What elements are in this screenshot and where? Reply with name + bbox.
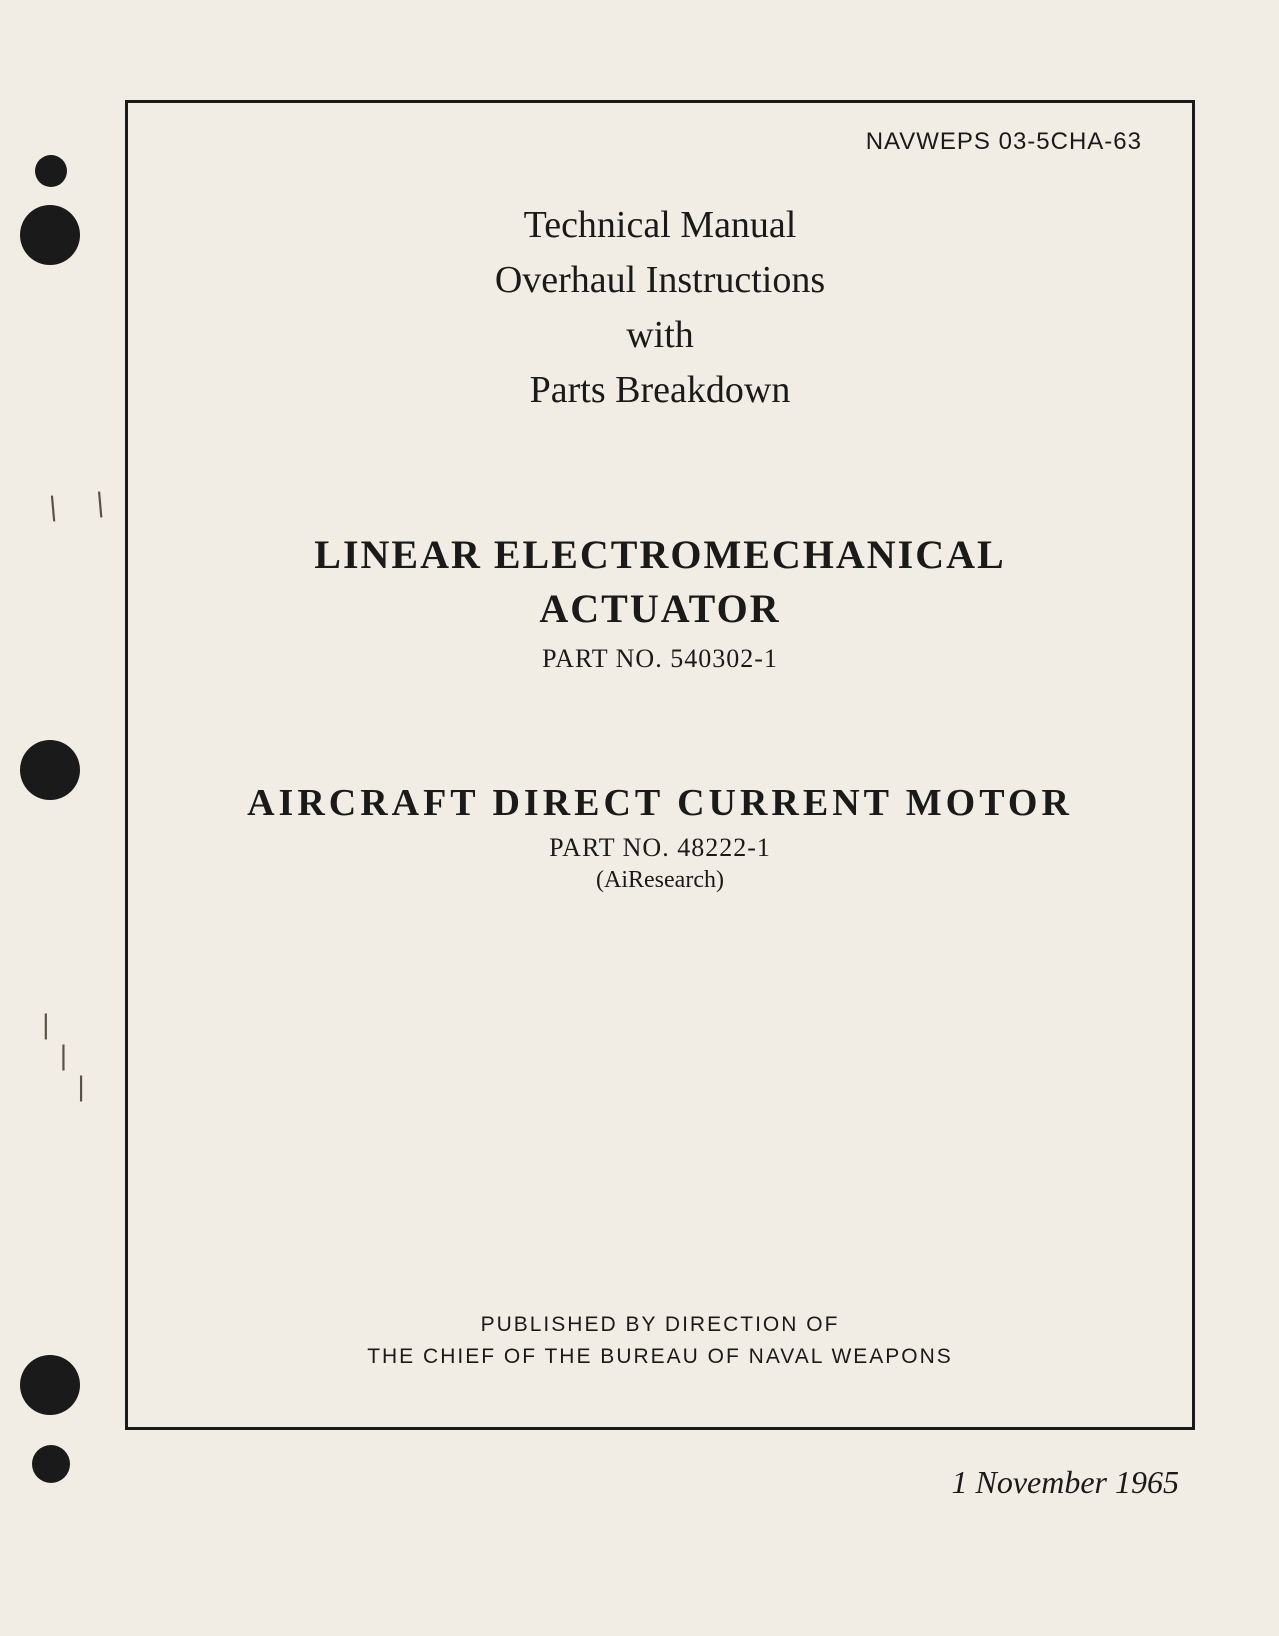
page: | | | | | NAVWEPS 03-5CHA-63 Technical M… (0, 0, 1279, 1636)
product-title: AIRCRAFT DIRECT CURRENT MOTOR (128, 781, 1192, 825)
publisher-line: PUBLISHED BY DIRECTION OF (128, 1309, 1192, 1341)
title-line: Parts Breakdown (128, 363, 1192, 418)
document-id: NAVWEPS 03-5CHA-63 (866, 128, 1142, 156)
manufacturer: (AiResearch) (128, 867, 1192, 894)
punch-hole (20, 740, 80, 800)
part-number: PART NO. 48222-1 (128, 833, 1192, 863)
title-line: with (128, 308, 1192, 363)
title-line: Overhaul Instructions (128, 253, 1192, 308)
punch-hole (32, 1445, 70, 1483)
product-block-1: LINEAR ELECTROMECHANICAL ACTUATOR PART N… (128, 528, 1192, 674)
staple-mark: | | (44, 487, 117, 523)
staple-mark: | | | (38, 1010, 91, 1104)
product-block-2: AIRCRAFT DIRECT CURRENT MOTOR PART NO. 4… (128, 781, 1192, 894)
punch-hole (35, 155, 67, 187)
title-block: Technical Manual Overhaul Instructions w… (128, 198, 1192, 418)
title-line: Technical Manual (128, 198, 1192, 253)
punch-hole (20, 205, 80, 265)
document-frame: NAVWEPS 03-5CHA-63 Technical Manual Over… (125, 100, 1195, 1430)
part-number: PART NO. 540302-1 (128, 644, 1192, 674)
publication-date: 1 November 1965 (951, 1464, 1179, 1501)
punch-hole (20, 1355, 80, 1415)
product-title: ACTUATOR (128, 582, 1192, 636)
publisher-line: THE CHIEF OF THE BUREAU OF NAVAL WEAPONS (128, 1341, 1192, 1373)
product-title: LINEAR ELECTROMECHANICAL (128, 528, 1192, 582)
publisher-block: PUBLISHED BY DIRECTION OF THE CHIEF OF T… (128, 1309, 1192, 1372)
